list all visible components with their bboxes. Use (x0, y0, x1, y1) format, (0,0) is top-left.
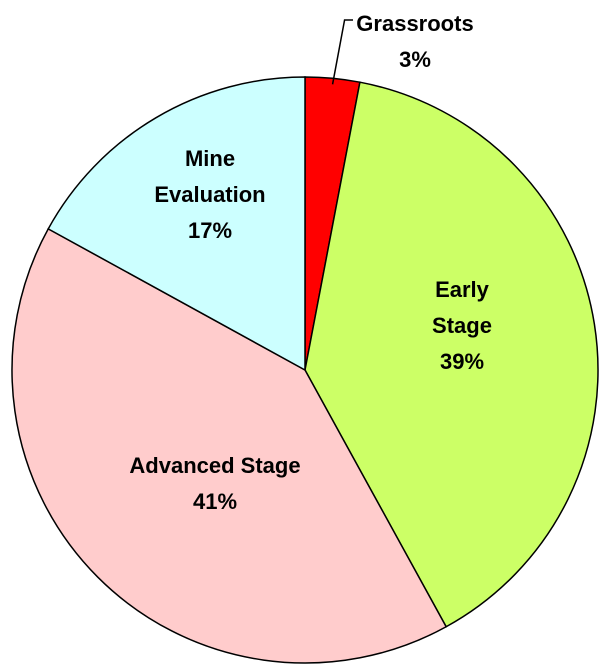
value-label: 41% (192, 489, 238, 514)
category-label: Early Stage (432, 277, 492, 338)
slice-label: Grassroots 3% (315, 6, 515, 78)
value-label: 17% (187, 218, 233, 243)
pie-slice (304, 81, 599, 628)
pie-slice (11, 227, 448, 664)
value-label: 3% (399, 47, 431, 72)
value-label: 39% (439, 349, 485, 374)
pie-slice (47, 76, 306, 372)
category-label: Grassroots (356, 11, 474, 36)
slice-label: Mine Evaluation 17% (130, 141, 290, 249)
slice-label: Advanced Stage 41% (85, 448, 345, 520)
slice-label: Early Stage 39% (417, 272, 507, 380)
category-label: Advanced Stage (129, 453, 301, 478)
category-label: Mine Evaluation (154, 146, 266, 207)
leader-line (331, 19, 353, 85)
